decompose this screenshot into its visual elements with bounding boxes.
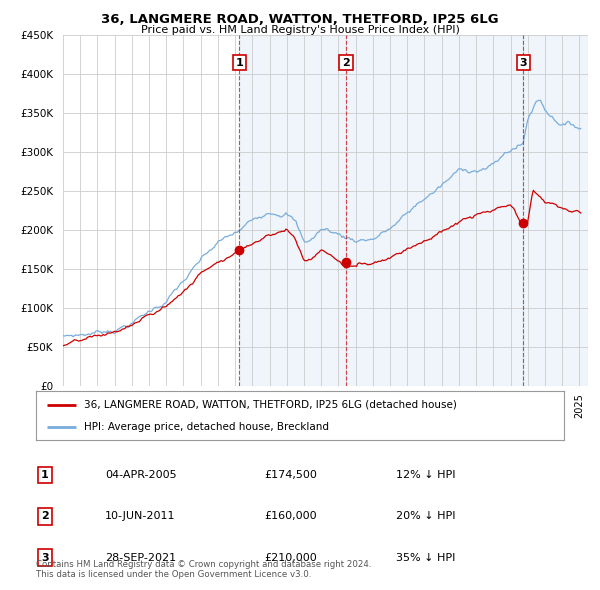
Text: £210,000: £210,000 <box>264 553 317 562</box>
Text: 20% ↓ HPI: 20% ↓ HPI <box>396 512 455 521</box>
Text: Contains HM Land Registry data © Crown copyright and database right 2024.
This d: Contains HM Land Registry data © Crown c… <box>36 560 371 579</box>
Text: 36, LANGMERE ROAD, WATTON, THETFORD, IP25 6LG: 36, LANGMERE ROAD, WATTON, THETFORD, IP2… <box>101 13 499 26</box>
Bar <box>523 35 588 386</box>
Text: £174,500: £174,500 <box>264 470 317 480</box>
Text: 2: 2 <box>41 512 49 521</box>
Text: 1: 1 <box>236 58 244 68</box>
Text: 12% ↓ HPI: 12% ↓ HPI <box>396 470 455 480</box>
Text: HPI: Average price, detached house, Breckland: HPI: Average price, detached house, Brec… <box>83 422 329 432</box>
Text: 36, LANGMERE ROAD, WATTON, THETFORD, IP25 6LG (detached house): 36, LANGMERE ROAD, WATTON, THETFORD, IP2… <box>83 399 457 409</box>
Text: 04-APR-2005: 04-APR-2005 <box>105 470 176 480</box>
Bar <box>239 35 346 386</box>
Text: £160,000: £160,000 <box>264 512 317 521</box>
Text: 28-SEP-2021: 28-SEP-2021 <box>105 553 176 562</box>
Text: Price paid vs. HM Land Registry's House Price Index (HPI): Price paid vs. HM Land Registry's House … <box>140 25 460 35</box>
Text: 2: 2 <box>342 58 350 68</box>
Text: 3: 3 <box>41 553 49 562</box>
Bar <box>346 35 523 386</box>
Text: 35% ↓ HPI: 35% ↓ HPI <box>396 553 455 562</box>
Text: 1: 1 <box>41 470 49 480</box>
Text: 10-JUN-2011: 10-JUN-2011 <box>105 512 176 521</box>
Text: 3: 3 <box>520 58 527 68</box>
